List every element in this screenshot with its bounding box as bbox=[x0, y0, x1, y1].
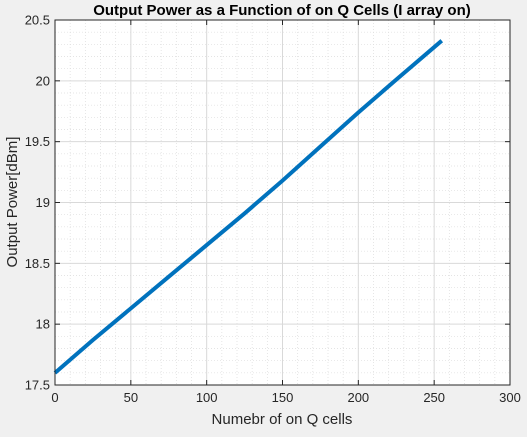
x-tick-label: 200 bbox=[347, 390, 369, 405]
x-tick-label: 300 bbox=[499, 390, 521, 405]
y-axis-label: Output Power[dBm] bbox=[4, 137, 21, 268]
y-tick-label: 20.5 bbox=[25, 13, 50, 28]
y-tick-label: 20 bbox=[36, 73, 50, 88]
x-axis-label: Numebr of on Q cells bbox=[212, 411, 353, 428]
y-tick-label: 19 bbox=[36, 195, 50, 210]
x-tick-label: 0 bbox=[51, 390, 58, 405]
y-tick-label: 17.5 bbox=[25, 378, 50, 393]
x-tick-label: 50 bbox=[124, 390, 138, 405]
x-tick-label: 100 bbox=[196, 390, 218, 405]
y-tick-label: 19.5 bbox=[25, 134, 50, 149]
x-tick-labels: 0 50 100 150 200 250 300 bbox=[51, 390, 520, 405]
x-tick-label: 150 bbox=[272, 390, 294, 405]
chart-title: Output Power as a Function of on Q Cells… bbox=[93, 2, 471, 19]
y-tick-label: 18.5 bbox=[25, 256, 50, 271]
y-tick-label: 18 bbox=[36, 317, 50, 332]
x-tick-label: 250 bbox=[423, 390, 445, 405]
y-tick-labels: 17.5 18 18.5 19 19.5 20 20.5 bbox=[25, 13, 50, 393]
